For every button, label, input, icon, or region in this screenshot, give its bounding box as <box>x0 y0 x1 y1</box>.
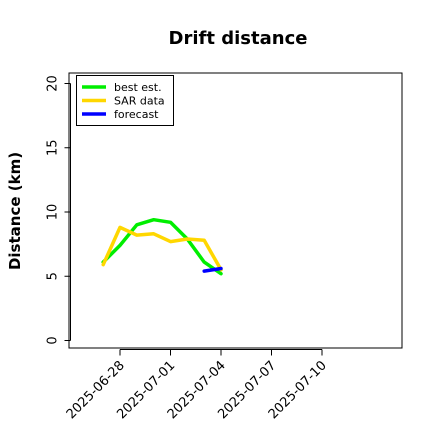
y-tick-label: 15 <box>46 139 61 156</box>
y-tick-label: 20 <box>46 75 61 92</box>
legend-label: forecast <box>114 108 159 121</box>
legend-label: best est. <box>114 81 162 94</box>
series-line-sar-data <box>101 225 223 272</box>
y-tick-label: 10 <box>46 204 61 221</box>
series-layer <box>101 217 223 276</box>
y-tick-label: 5 <box>46 272 61 280</box>
plot-frame <box>68 72 403 349</box>
y-axis: 0 5 10 15 20 <box>46 75 71 345</box>
series-line-best-est- <box>101 217 223 276</box>
x-axis: 2025-06-282025-07-012025-07-042025-07-07… <box>64 349 330 422</box>
y-tick-label: 0 <box>46 336 61 344</box>
series-line-forecast <box>202 266 223 273</box>
chart-title: Drift distance <box>169 28 308 49</box>
y-axis-label: Distance (km) <box>6 152 24 270</box>
legend-label: SAR data <box>114 94 165 107</box>
